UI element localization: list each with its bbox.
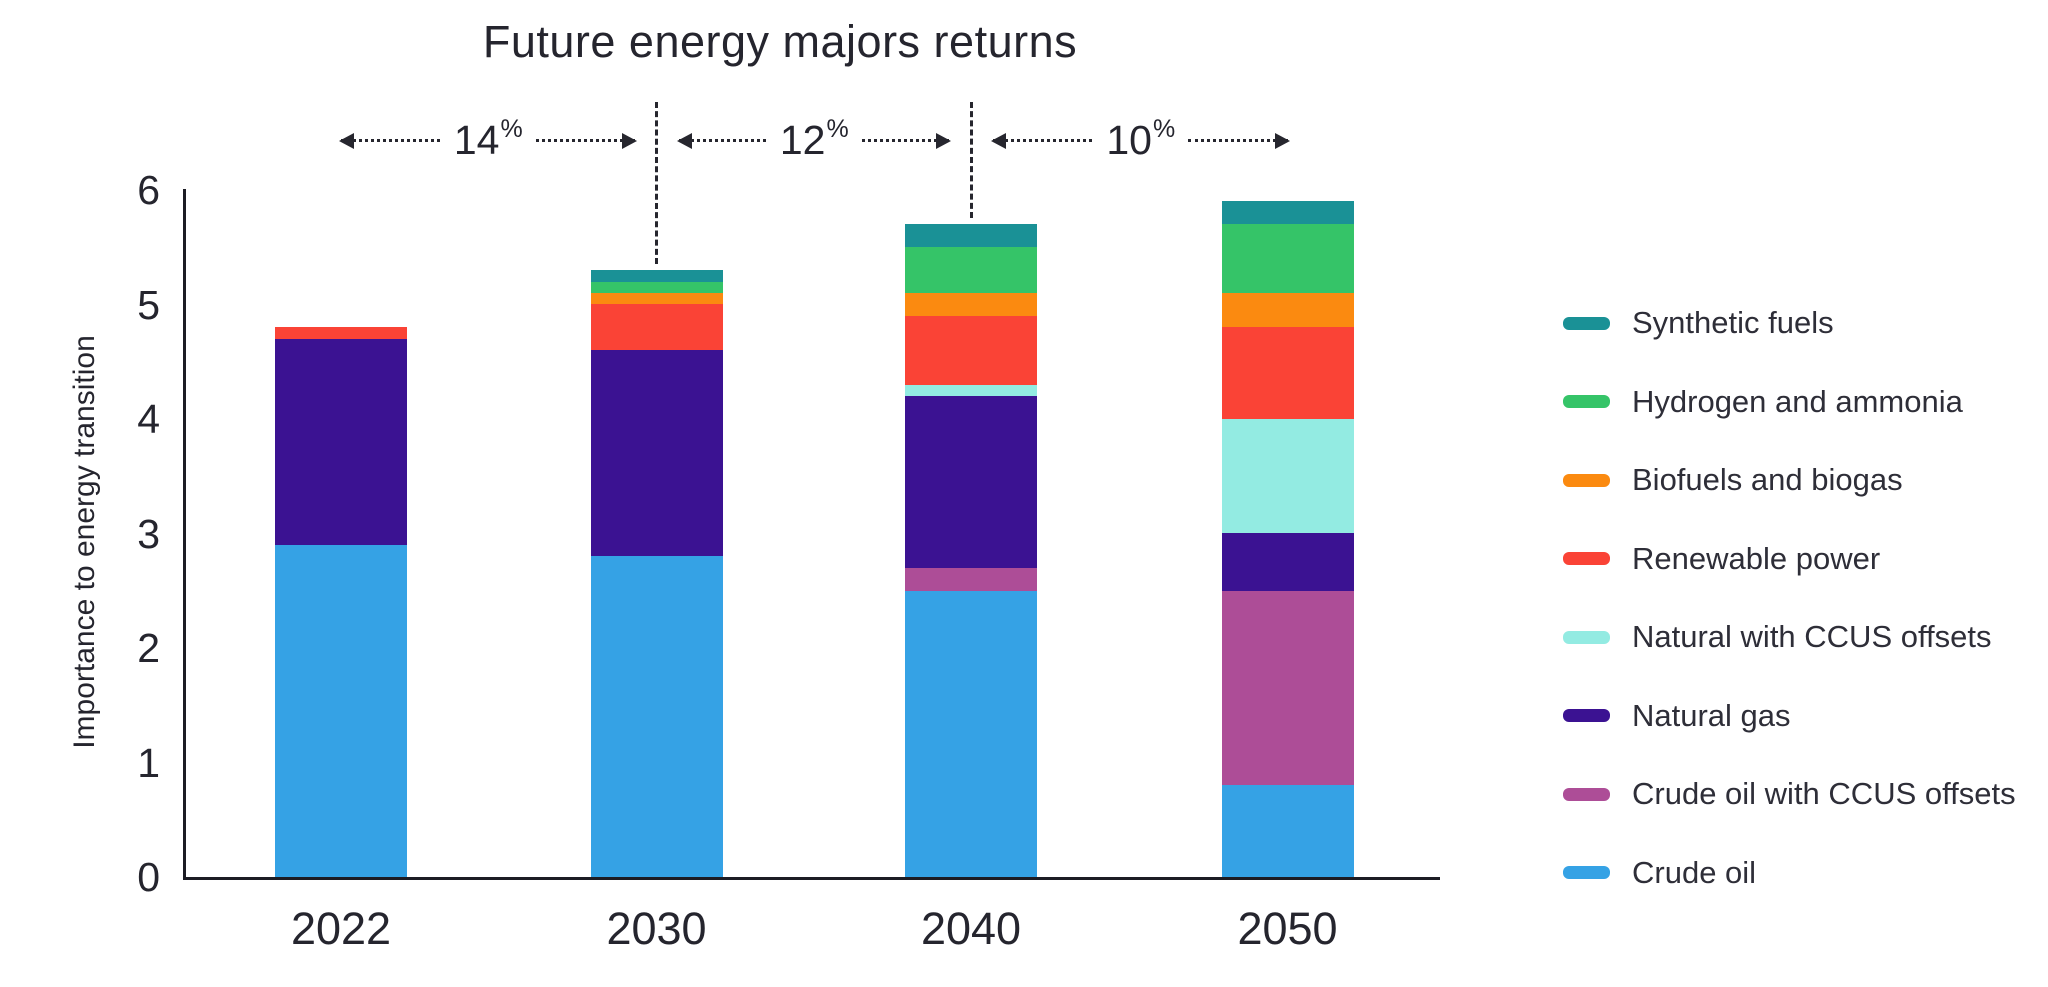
growth-annotation-12pct: 12% <box>676 115 951 163</box>
y-axis-line <box>183 189 186 880</box>
bar-segment-renewable-power <box>275 327 407 339</box>
arrowhead-right-icon <box>936 132 951 149</box>
legend-label: Renewable power <box>1632 540 1881 576</box>
legend-label: Natural with CCUS offsets <box>1632 619 1992 655</box>
bar-segment-renewable-power <box>1221 327 1354 419</box>
legend-swatch <box>1563 473 1610 487</box>
chart-title: Future energy majors returns <box>482 16 1078 67</box>
bar-segment-natural-gas <box>905 396 1037 568</box>
dotted-arrow-line <box>1188 132 1290 149</box>
dotted-arrow-line <box>991 132 1093 149</box>
legend-item-synthetic-fuels: Synthetic fuels <box>1563 284 2016 363</box>
legend-swatch <box>1563 552 1610 566</box>
legend-label: Biofuels and biogas <box>1632 462 1903 498</box>
legend-label: Natural gas <box>1632 697 1791 733</box>
bar-2030 <box>590 270 723 877</box>
chart-legend: Synthetic fuels Hydrogen and ammonia Biofu… <box>1563 284 2016 912</box>
bar-segment-hydrogen-and-ammonia <box>1221 224 1354 294</box>
legend-swatch <box>1563 709 1610 723</box>
bar-segment-synthetic-fuels <box>905 224 1037 248</box>
growth-annotation-10pct: 10% <box>991 115 1290 163</box>
legend-swatch <box>1563 316 1610 330</box>
dotted-arrow-line <box>339 132 440 149</box>
bar-segment-biofuels-and-biogas <box>590 293 723 305</box>
dashed-divider-2030 <box>655 102 658 265</box>
legend-item-crude-oil: Crude oil <box>1563 834 2016 913</box>
legend-swatch <box>1563 866 1610 880</box>
growth-annotation-14pct: 14% <box>339 115 637 163</box>
dotted-arrow-line <box>676 132 766 149</box>
bar-segment-crude-oil-with-ccus-offsets <box>1221 590 1354 786</box>
growth-annotation-label: 10% <box>1106 114 1176 163</box>
y-tick-3: 3 <box>137 510 160 557</box>
bar-segment-natural-with-ccus-offsets <box>1221 418 1354 534</box>
bar-segment-hydrogen-and-ammonia <box>905 247 1037 294</box>
arrowhead-left-icon <box>339 132 354 149</box>
x-tick-2022: 2022 <box>290 903 392 954</box>
legend-swatch <box>1563 787 1610 801</box>
bar-segment-crude-oil <box>1221 785 1354 877</box>
bar-segment-natural-with-ccus-offsets <box>905 384 1037 397</box>
bar-segment-natural-gas <box>1221 533 1354 591</box>
bar-segment-renewable-power <box>905 315 1037 385</box>
y-tick-2: 2 <box>137 625 160 671</box>
arrowhead-right-icon <box>1274 132 1290 149</box>
bar-segment-natural-gas <box>275 338 407 545</box>
arrowhead-right-icon <box>621 132 637 149</box>
x-tick-2050: 2050 <box>1237 903 1338 954</box>
legend-item-biofuels-and-biogas: Biofuels and biogas <box>1563 441 2016 520</box>
bar-2050 <box>1221 201 1354 877</box>
bar-segment-renewable-power <box>590 304 723 351</box>
growth-annotation-label: 12% <box>779 114 849 163</box>
bar-segment-synthetic-fuels <box>1221 201 1354 225</box>
y-tick-1: 1 <box>137 739 160 786</box>
legend-item-hydrogen-and-ammonia: Hydrogen and ammonia <box>1563 363 2016 442</box>
legend-swatch <box>1563 630 1610 644</box>
x-tick-2030: 2030 <box>606 903 707 954</box>
bar-segment-crude-oil-with-ccus-offsets <box>905 567 1037 591</box>
legend-label: Synthetic fuels <box>1632 305 1834 341</box>
bar-segment-crude-oil <box>590 556 723 877</box>
bar-segment-biofuels-and-biogas <box>905 293 1037 316</box>
dotted-arrow-line <box>535 132 637 149</box>
legend-item-natural-gas: Natural gas <box>1563 677 2016 756</box>
bar-segment-natural-gas <box>590 350 723 557</box>
y-tick-5: 5 <box>137 281 160 328</box>
x-axis-line <box>183 877 1440 880</box>
y-tick-0: 0 <box>137 854 160 900</box>
legend-item-crude-oil-with-ccus-offsets: Crude oil with CCUS offsets <box>1563 755 2016 834</box>
bar-segment-synthetic-fuels <box>590 270 723 282</box>
bar-segment-biofuels-and-biogas <box>1221 293 1354 328</box>
x-tick-2040: 2040 <box>920 903 1022 954</box>
bar-segment-hydrogen-and-ammonia <box>590 281 723 294</box>
bar-segment-crude-oil <box>905 590 1037 877</box>
legend-swatch <box>1563 395 1610 409</box>
growth-annotation-label: 14% <box>453 114 523 163</box>
bar-segment-crude-oil <box>275 544 407 877</box>
legend-item-renewable-power: Renewable power <box>1563 520 2016 599</box>
bar-2022 <box>275 327 407 877</box>
legend-label: Crude oil with CCUS offsets <box>1632 776 2016 812</box>
y-tick-6: 6 <box>137 167 160 213</box>
dotted-arrow-line <box>861 132 951 149</box>
bar-2040 <box>905 224 1037 877</box>
legend-label: Hydrogen and ammonia <box>1632 383 1963 419</box>
arrowhead-left-icon <box>991 132 1006 149</box>
dashed-divider-2040 <box>969 102 973 219</box>
legend-label: Crude oil <box>1632 854 1757 890</box>
y-tick-4: 4 <box>137 396 160 442</box>
legend-item-natural-with-ccus-offsets: Natural with CCUS offsets <box>1563 598 2016 677</box>
arrowhead-left-icon <box>676 132 692 149</box>
